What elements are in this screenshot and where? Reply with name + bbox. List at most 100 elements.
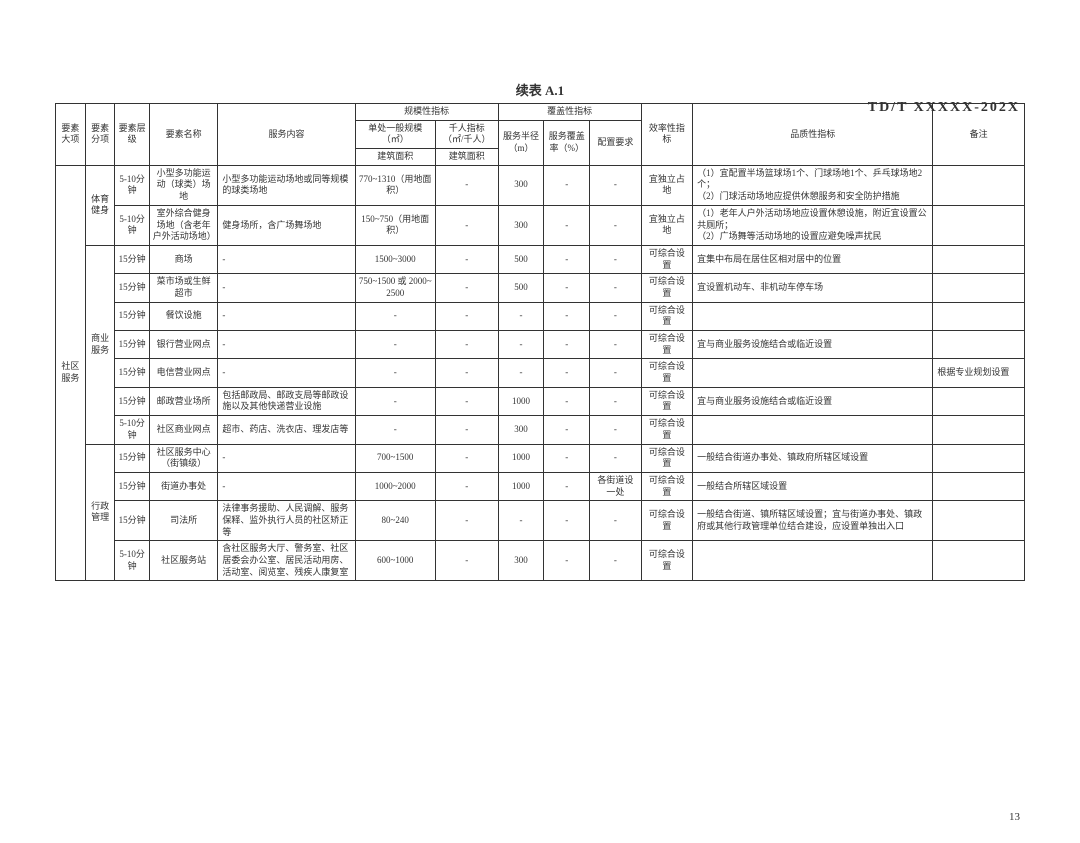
cell: - [498, 331, 544, 359]
cell: 健身场所，含广场舞场地 [218, 205, 355, 245]
cell: - [435, 416, 498, 444]
cell: 室外综合健身场地（含老年户外活动场地） [149, 205, 218, 245]
th-rate: 服务覆盖率（%） [544, 120, 590, 165]
cell: 可综合设置 [641, 541, 692, 581]
cell: - [590, 387, 642, 415]
cell: - [218, 274, 355, 302]
cell: 15分钟 [115, 387, 149, 415]
table-row: 15分钟餐饮设施------可综合设置 [56, 302, 1025, 330]
cell: 电信营业网点 [149, 359, 218, 387]
cell: - [590, 359, 642, 387]
cell: 超市、药店、洗衣店、理发店等 [218, 416, 355, 444]
cell: - [435, 387, 498, 415]
cell: - [355, 331, 435, 359]
th-name: 要素名称 [149, 104, 218, 166]
cell: 可综合设置 [641, 416, 692, 444]
table-title: 续表 A.1 [0, 80, 1080, 99]
cell: - [498, 501, 544, 541]
cell [693, 541, 933, 581]
th-sub: 要素分项 [85, 104, 115, 166]
cell: 小型多功能运动（球类）场地 [149, 165, 218, 205]
cell: 一般结合街道办事处、镇政府所辖区域设置 [693, 444, 933, 472]
cell: 500 [498, 274, 544, 302]
cell: 15分钟 [115, 274, 149, 302]
cell [933, 387, 1025, 415]
cell: 宜独立占地 [641, 205, 692, 245]
cell: - [218, 359, 355, 387]
table-row: 商业服务15分钟商场-1500~3000-500--可综合设置宜集中布局在居住区… [56, 245, 1025, 273]
cell: - [544, 444, 590, 472]
cell: - [435, 472, 498, 500]
cell: 一般结合街道、镇所辖区域设置；宜与街道办事处、镇政府或其他行政管理单位结合建设，… [693, 501, 933, 541]
cell: - [590, 245, 642, 273]
th-b2: 建筑面积 [435, 149, 498, 166]
cell: - [435, 359, 498, 387]
spec-table: 要素大项 要素分项 要素层级 要素名称 服务内容 规模性指标 覆盖性指标 效率性… [55, 103, 1025, 581]
cell: 15分钟 [115, 472, 149, 500]
cell [933, 416, 1025, 444]
table-row: 15分钟街道办事处-1000~2000-1000-各街道设一处可综合设置一般结合… [56, 472, 1025, 500]
cell: - [435, 501, 498, 541]
cell: - [218, 444, 355, 472]
cell: - [590, 205, 642, 245]
table-row: 15分钟司法所法律事务援助、人民调解、服务保释、监外执行人员的社区矫正等80~2… [56, 501, 1025, 541]
cell: 300 [498, 416, 544, 444]
cell [933, 331, 1025, 359]
table-row: 社区服务体育健身5-10分钟小型多功能运动（球类）场地小型多功能运动场地或同等规… [56, 165, 1025, 205]
th-scale-thousand: 千人指标（㎡/千人） [435, 120, 498, 148]
th-radius: 服务半径（m） [498, 120, 544, 165]
cell: - [355, 387, 435, 415]
cell: （1）老年人户外活动场地应设置休憩设施，附近宜设置公共厕所； （2）广场舞等活动… [693, 205, 933, 245]
cell: - [590, 274, 642, 302]
page-number: 13 [1009, 811, 1020, 823]
cell: （1）宜配置半场篮球场1个、门球场地1个、乒乓球场地2个； （2）门球活动场地应… [693, 165, 933, 205]
cell: - [218, 245, 355, 273]
cell: 宜设置机动车、非机动车停车场 [693, 274, 933, 302]
th-scale-grp: 规模性指标 [355, 104, 498, 121]
cell: 1000 [498, 444, 544, 472]
cell: - [544, 331, 590, 359]
cell [933, 541, 1025, 581]
cell: - [218, 331, 355, 359]
cell: 可综合设置 [641, 331, 692, 359]
th-eff: 效率性指标 [641, 104, 692, 166]
cell: - [544, 245, 590, 273]
cell: 1000 [498, 472, 544, 500]
cell: - [590, 416, 642, 444]
th-content: 服务内容 [218, 104, 355, 166]
cell: - [435, 165, 498, 205]
cell: 1000 [498, 387, 544, 415]
cell [693, 359, 933, 387]
cell: 可综合设置 [641, 302, 692, 330]
cell [933, 472, 1025, 500]
th-config: 配置要求 [590, 120, 642, 165]
cell: - [435, 274, 498, 302]
cell: 可综合设置 [641, 359, 692, 387]
cell: 300 [498, 541, 544, 581]
cell: 社区服务站 [149, 541, 218, 581]
cell: 邮政营业场所 [149, 387, 218, 415]
cell: - [435, 444, 498, 472]
cell: 包括邮政局、邮政支局等邮政设施以及其他快递营业设施 [218, 387, 355, 415]
cell: - [590, 165, 642, 205]
cell: 宜集中布局在居住区相对居中的位置 [693, 245, 933, 273]
cell: - [355, 416, 435, 444]
cell [693, 416, 933, 444]
cell [933, 274, 1025, 302]
cell: 社区服务 [56, 165, 86, 581]
cell: - [498, 359, 544, 387]
table-row: 5-10分钟社区商业网点超市、药店、洗衣店、理发店等--300--可综合设置 [56, 416, 1025, 444]
cell: - [590, 541, 642, 581]
cell: 770~1310（用地面积） [355, 165, 435, 205]
cell: 150~750（用地面积） [355, 205, 435, 245]
cell: - [544, 274, 590, 302]
cell: - [590, 331, 642, 359]
cell [933, 302, 1025, 330]
cell: - [590, 501, 642, 541]
cell: 300 [498, 165, 544, 205]
cell: 5-10分钟 [115, 541, 149, 581]
cell: 可综合设置 [641, 274, 692, 302]
cell: 商业服务 [85, 245, 115, 444]
cell [933, 444, 1025, 472]
cell: 15分钟 [115, 245, 149, 273]
